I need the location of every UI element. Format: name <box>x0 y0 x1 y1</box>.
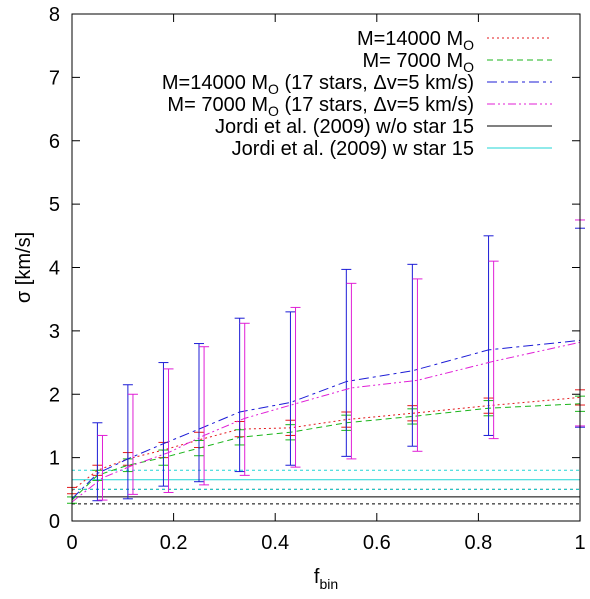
legend-label-0: M=14000 MO <box>357 28 474 53</box>
y-tick-label: 5 <box>49 194 60 216</box>
y-tick-label: 8 <box>49 4 60 26</box>
series-line-1 <box>71 403 581 501</box>
y-tick-label: 4 <box>49 258 60 280</box>
x-axis-label: fbin <box>314 566 338 592</box>
y-tick-label: 7 <box>49 67 60 89</box>
x-tick-label: 0.2 <box>160 532 188 554</box>
series-line-0 <box>71 396 581 491</box>
x-tick-label: 0 <box>66 532 77 554</box>
y-tick-label: 1 <box>49 448 60 470</box>
series-line-2 <box>71 339 581 500</box>
x-tick-label: 0.8 <box>464 532 492 554</box>
series-0 <box>67 389 585 495</box>
axes: 0 1 2 3 4 5 6 7 8 0 0.2 0.4 0.6 0.8 1 <box>49 4 586 554</box>
y-tick-label: 3 <box>49 321 60 343</box>
series-3 <box>71 219 585 503</box>
y-tick-label: 2 <box>49 384 60 406</box>
series-2 <box>71 227 585 502</box>
y-axis-label: σ [km/s] <box>13 232 35 303</box>
series-line-3 <box>71 341 581 503</box>
x-tick-label: 0.4 <box>261 532 289 554</box>
legend-label-1: M= 7000 MO <box>363 50 475 75</box>
legend-label-3: M= 7000 MO (17 stars, Δv=5 km/s) <box>167 94 474 119</box>
x-tick-label: 1 <box>574 532 585 554</box>
legend: M=14000 MOM= 7000 MOM=14000 MO (17 stars… <box>162 28 552 160</box>
legend-label-2: M=14000 MO (17 stars, Δv=5 km/s) <box>162 72 474 97</box>
y-tick-label: 0 <box>49 511 60 533</box>
reference-bands <box>72 469 580 505</box>
legend-label-4: Jordi et al. (2009) w/o star 15 <box>215 116 474 138</box>
series-1 <box>67 395 585 504</box>
legend-label-5: Jordi et al. (2009) w star 15 <box>232 138 474 160</box>
x-tick-label: 0.6 <box>363 532 391 554</box>
y-tick-label: 6 <box>49 131 60 153</box>
plot-data <box>67 219 585 504</box>
